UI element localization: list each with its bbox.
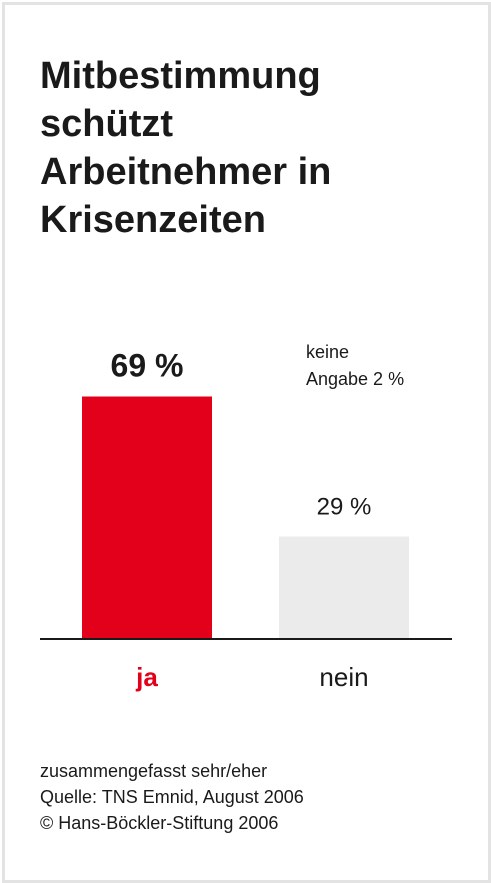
copyright-text: © Hans-Böckler-Stiftung 2006 bbox=[40, 813, 279, 833]
annotation-line: Angabe 2 % bbox=[306, 369, 404, 389]
annotation-line: keine bbox=[306, 342, 349, 362]
chart-footer: zusammengefasst sehr/eher Quelle: TNS Em… bbox=[40, 758, 304, 836]
title-line: schützt bbox=[40, 103, 173, 145]
title-line: Arbeitnehmer in bbox=[40, 151, 332, 193]
title-line: Krisenzeiten bbox=[40, 199, 266, 241]
source-text: Quelle: TNS Emnid, August 2006 bbox=[40, 787, 304, 807]
bar-ja bbox=[82, 396, 212, 638]
value-label-ja: 69 % bbox=[111, 348, 184, 384]
category-label-ja: ja bbox=[135, 662, 158, 692]
chart-title: Mitbestimmung schützt Arbeitnehmer in Kr… bbox=[40, 52, 460, 244]
category-label-nein: nein bbox=[319, 662, 368, 692]
footnote-text: zusammengefasst sehr/eher bbox=[40, 761, 268, 781]
value-label-nein: 29 % bbox=[317, 494, 372, 521]
title-line: Mitbestimmung bbox=[40, 55, 321, 97]
bar-nein bbox=[279, 536, 409, 638]
